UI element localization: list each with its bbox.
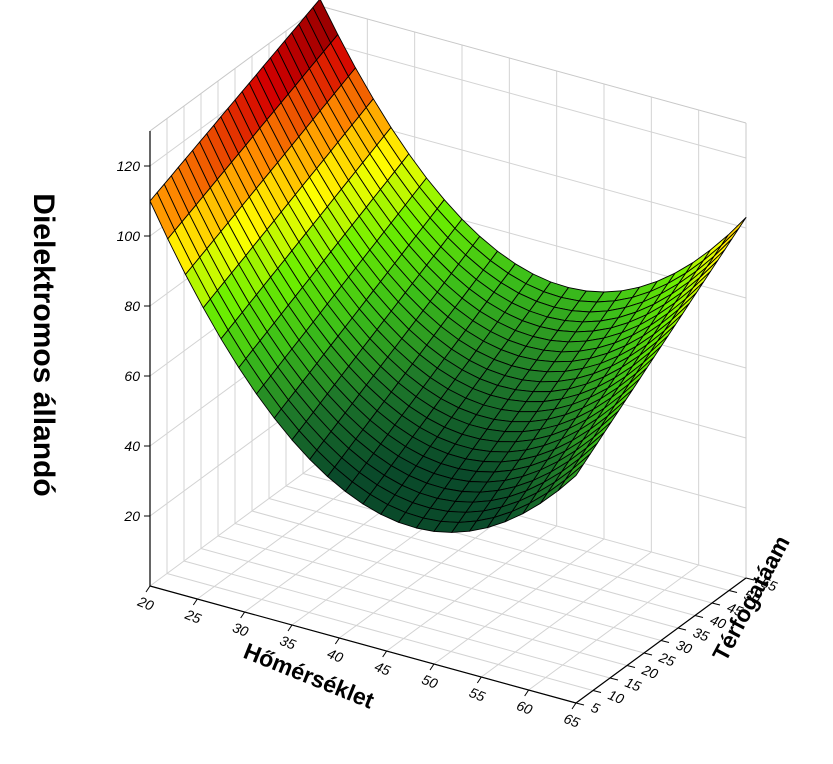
y-tick-label: 55	[759, 574, 780, 595]
y-tick-mark	[728, 590, 738, 593]
surface-layer	[149, 0, 747, 533]
y-tick-mark	[677, 627, 687, 631]
x-tick-mark	[192, 598, 198, 606]
y-tick-mark	[626, 665, 636, 668]
back-wall-gridline-z	[319, 40, 747, 159]
y-tick-mark	[643, 652, 653, 656]
z-tick-label: 120	[117, 158, 141, 174]
floor-gridline-y	[268, 498, 696, 616]
y-tick-label: 40	[708, 611, 729, 632]
y-tick-mark	[660, 640, 670, 643]
floor-gridline-y	[217, 535, 645, 654]
z-tick-label: 100	[117, 228, 141, 244]
x-tick-label: 35	[278, 632, 299, 653]
x-tick-mark	[382, 650, 388, 658]
y-tick-mark	[711, 602, 721, 606]
box-edge	[319, 5, 747, 124]
y-tick-mark	[592, 690, 602, 693]
x-tick-mark	[429, 663, 435, 671]
floor-gridline-y	[285, 485, 713, 604]
y-tick-label: 10	[606, 686, 627, 707]
z-axis-title: Dielektromos állandó	[27, 193, 60, 496]
y-tick-label: 30	[674, 636, 695, 657]
floor-gridline-y	[166, 573, 594, 691]
y-tick-label: 35	[691, 624, 712, 645]
x-tick-mark	[571, 702, 577, 710]
x-tick-label: 40	[325, 645, 346, 666]
y-tick-label: 15	[623, 674, 644, 695]
y-tick-mark	[694, 615, 704, 618]
x-tick-label: 30	[230, 619, 251, 640]
y-tick-label: 5	[589, 699, 602, 717]
x-tick-mark	[287, 624, 293, 632]
y-tick-label: 50	[742, 586, 763, 607]
x-tick-mark	[524, 689, 530, 697]
x-tick-label: 50	[420, 671, 441, 692]
y-tick-mark	[609, 677, 619, 681]
y-tick-mark	[575, 702, 585, 706]
x-tick-label: 65	[562, 710, 583, 731]
x-tick-mark	[334, 637, 340, 645]
surface-cell	[557, 464, 584, 491]
y-axis-title: Térfogatáam	[707, 531, 795, 665]
x-tick-label: 55	[467, 684, 488, 705]
box-edge	[149, 5, 321, 132]
z-tick-label: 80	[124, 298, 140, 314]
x-tick-mark	[145, 585, 151, 593]
y-tick-label: 25	[656, 649, 678, 670]
x-tick-mark	[476, 676, 482, 684]
x-tick-label: 25	[182, 606, 204, 627]
floor-gridline-y	[183, 560, 611, 679]
x-tick-label: 45	[372, 658, 393, 679]
floor-gridline-y	[251, 510, 679, 629]
ticks-layer: 2040608010012020253035404550556065510152…	[117, 158, 780, 731]
z-tick-label: 60	[124, 368, 140, 384]
floor-gridline-y	[200, 548, 628, 666]
y-tick-label: 45	[725, 599, 746, 620]
x-axis-line	[149, 585, 577, 704]
x-tick-label: 20	[135, 593, 157, 614]
z-tick-label: 20	[123, 508, 140, 524]
y-tick-mark	[745, 577, 755, 581]
y-tick-label: 20	[639, 661, 661, 682]
x-tick-label: 60	[514, 697, 535, 718]
x-tick-mark	[240, 611, 246, 619]
x-axis-title: Hőmérséklet	[240, 638, 378, 714]
z-tick-label: 40	[124, 438, 140, 454]
floor-gridline-y	[234, 523, 662, 641]
